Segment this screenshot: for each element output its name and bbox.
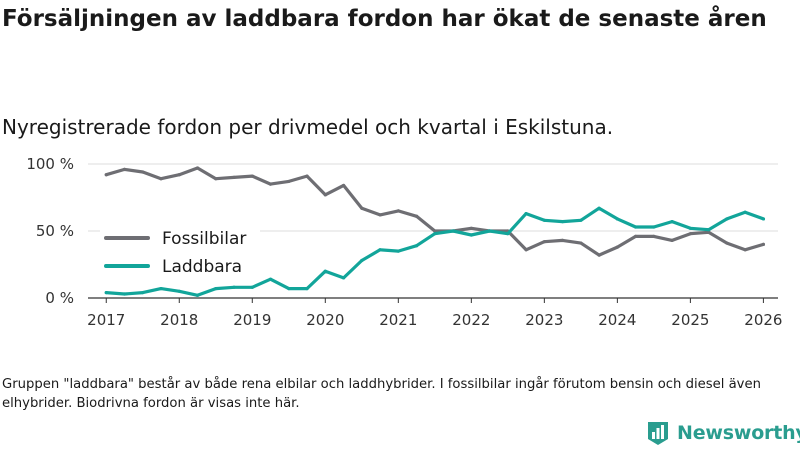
data-point-fossilbilar <box>743 248 747 252</box>
newsworthy-brand[interactable]: Newsworthy <box>645 420 800 446</box>
data-point-fossilbilar <box>104 173 108 177</box>
data-point-laddbara <box>305 287 309 291</box>
legend-label: Laddbara <box>162 257 242 277</box>
data-point-laddbara <box>652 225 656 229</box>
data-point-laddbara <box>195 293 200 297</box>
data-point-laddbara <box>579 218 583 222</box>
data-point-laddbara <box>725 217 729 221</box>
data-point-fossilbilar <box>761 242 765 246</box>
data-point-fossilbilar <box>670 238 674 242</box>
page-title: Försäljningen av laddbara fordon har öka… <box>2 6 767 32</box>
data-point-laddbara <box>323 269 327 273</box>
chart-subtitle: Nyregistrerade fordon per drivmedel och … <box>2 115 614 139</box>
data-point-fossilbilar <box>250 174 254 178</box>
data-point-fossilbilar <box>688 232 692 236</box>
x-tick-label: 2019 <box>233 311 271 329</box>
x-tick-label: 2025 <box>671 311 709 329</box>
data-point-fossilbilar <box>214 177 218 181</box>
newsworthy-logo-icon <box>648 422 668 445</box>
data-point-fossilbilar <box>396 209 400 213</box>
y-tick-label: 0 % <box>45 289 74 307</box>
data-point-laddbara <box>670 220 674 224</box>
data-point-laddbara <box>487 229 492 233</box>
data-point-laddbara <box>524 211 528 216</box>
x-tick-label: 2017 <box>87 311 125 329</box>
data-point-laddbara <box>360 258 364 263</box>
data-point-laddbara <box>597 206 601 210</box>
data-point-laddbara <box>451 229 455 233</box>
data-point-laddbara <box>542 218 546 222</box>
data-point-laddbara <box>341 276 346 280</box>
data-point-fossilbilar <box>177 173 181 177</box>
x-tick-label: 2024 <box>598 311 636 329</box>
legend-label: Fossilbilar <box>162 229 246 249</box>
x-tick-label: 2023 <box>525 311 563 329</box>
data-point-fossilbilar <box>195 166 200 170</box>
data-point-laddbara <box>232 285 236 289</box>
data-point-fossilbilar <box>725 241 729 245</box>
data-point-laddbara <box>396 249 400 253</box>
data-point-fossilbilar <box>597 253 601 257</box>
data-point-laddbara <box>761 217 765 221</box>
brand-name: Newsworthy <box>677 422 800 444</box>
data-point-laddbara <box>469 233 473 237</box>
footnote: Gruppen "laddbara" består av både rena e… <box>2 377 761 411</box>
data-point-fossilbilar <box>305 174 309 178</box>
data-point-laddbara <box>743 210 747 214</box>
x-tick-label: 2020 <box>306 311 344 329</box>
data-point-fossilbilar <box>378 213 382 217</box>
data-point-laddbara <box>141 291 145 295</box>
data-point-laddbara <box>268 277 273 281</box>
data-point-laddbara <box>414 244 419 248</box>
data-point-fossilbilar <box>232 175 236 179</box>
data-point-fossilbilar <box>323 193 327 197</box>
data-point-laddbara <box>214 287 218 291</box>
data-point-laddbara <box>561 220 565 224</box>
data-point-fossilbilar <box>469 226 473 230</box>
series-line-laddbara <box>104 206 766 297</box>
data-point-laddbara <box>615 217 619 221</box>
data-point-fossilbilar <box>433 229 437 233</box>
data-point-laddbara <box>378 248 382 252</box>
data-point-fossilbilar <box>542 240 546 244</box>
data-point-laddbara <box>177 289 181 293</box>
data-point-fossilbilar <box>360 206 364 210</box>
data-point-fossilbilar <box>561 238 565 242</box>
data-point-fossilbilar <box>707 230 711 234</box>
data-point-laddbara <box>634 225 638 229</box>
data-point-laddbara <box>104 291 108 295</box>
data-point-laddbara <box>122 292 127 296</box>
data-point-fossilbilar <box>634 234 638 238</box>
data-point-laddbara <box>287 287 291 291</box>
data-point-fossilbilar <box>579 241 583 245</box>
data-point-laddbara <box>159 287 163 291</box>
data-point-fossilbilar <box>122 167 127 171</box>
data-point-fossilbilar <box>615 245 619 249</box>
data-point-fossilbilar <box>524 248 528 252</box>
data-point-laddbara <box>433 232 437 236</box>
data-point-fossilbilar <box>652 234 656 238</box>
x-tick-label: 2021 <box>379 311 417 329</box>
data-point-laddbara <box>707 228 711 232</box>
x-tick-label: 2018 <box>160 311 198 329</box>
data-point-fossilbilar <box>414 214 419 218</box>
x-tick-label: 2026 <box>744 311 782 329</box>
y-tick-label: 100 % <box>26 155 74 173</box>
data-point-fossilbilar <box>287 179 291 184</box>
data-point-laddbara <box>688 226 692 230</box>
data-point-laddbara <box>250 285 254 289</box>
data-point-fossilbilar <box>341 183 346 188</box>
line-chart: 0 % 50 % 100 % 2017 2018 2019 2020 2021 2022 2023… <box>26 155 782 329</box>
data-point-fossilbilar <box>268 182 273 186</box>
data-point-fossilbilar <box>159 177 163 181</box>
data-point-laddbara <box>506 232 510 236</box>
data-point-fossilbilar <box>141 170 145 174</box>
y-tick-label: 50 % <box>36 222 74 240</box>
x-tick-label: 2022 <box>452 311 490 329</box>
